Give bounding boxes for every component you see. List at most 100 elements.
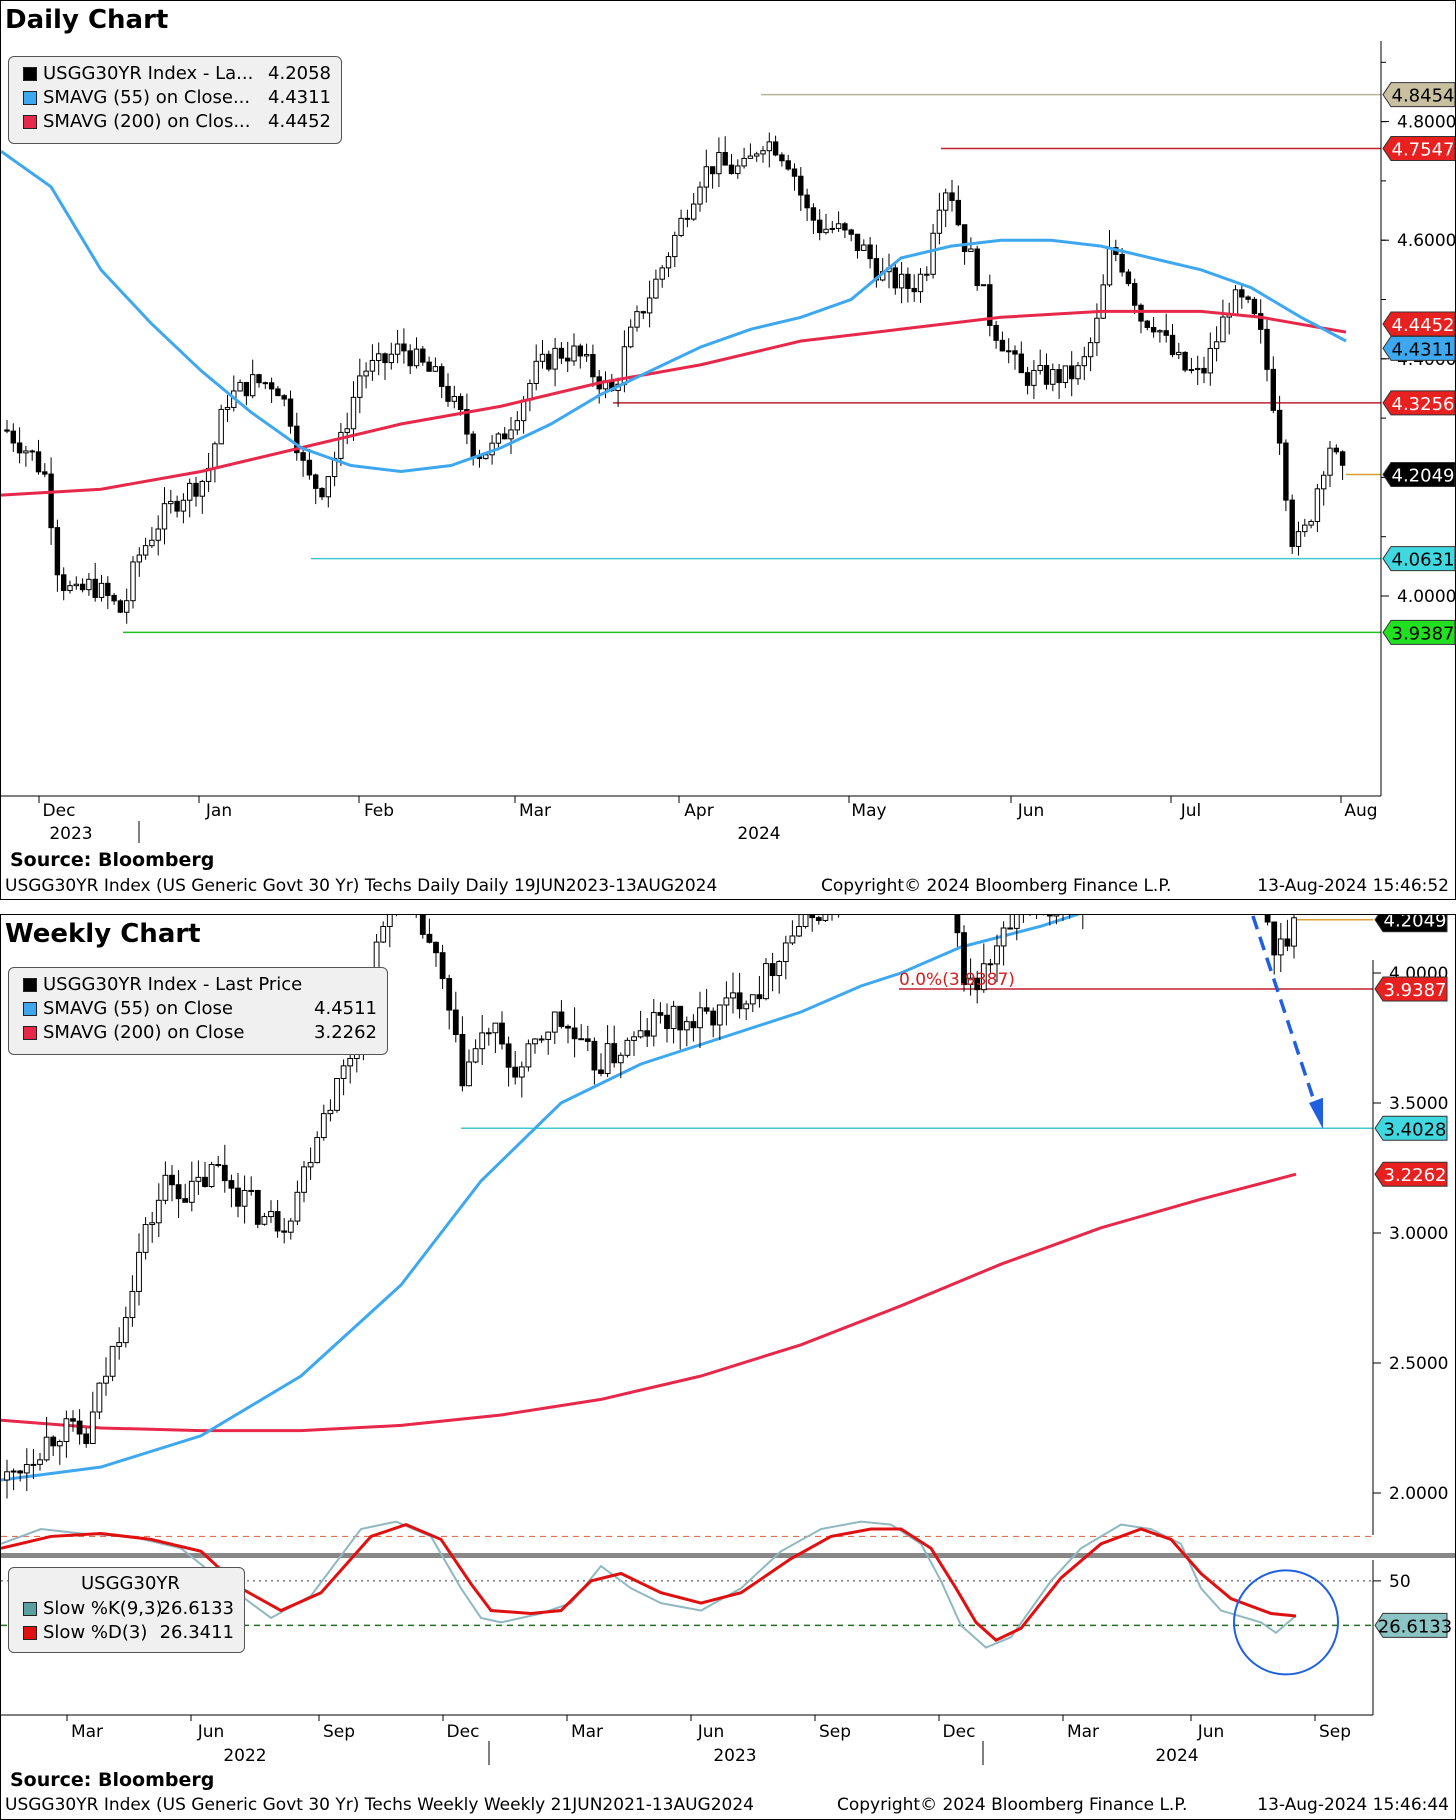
weekly-candle-body [677,1005,684,1031]
daily-candle-body [697,186,703,205]
weekly-candle-body [202,1176,208,1187]
daily-chart-title: Daily Chart [5,5,169,35]
daily-candle-body [426,361,432,372]
daily-candle-body [1138,304,1144,322]
daily-candle-body [665,256,672,269]
weekly-candle-body [802,915,809,927]
daily-ytick-label: 4.6000 [1397,231,1455,251]
daily-candle-body [1132,283,1138,306]
weekly-year-label: 2024 [1155,1746,1198,1766]
daily-month-label: Apr [684,801,713,821]
weekly-candle-body [545,1031,552,1040]
weekly-legend-row-price: USGG30YR Index - Last Price [23,974,302,995]
daily-candle-body [842,223,848,231]
weekly-price-tag-label: 4.2049 [1384,915,1447,932]
weekly-price-tag [1374,915,1448,933]
stochastic-legend-value-d: 26.3411 [159,1622,234,1643]
weekly-candle-body [525,1043,532,1068]
daily-candle-body [514,420,520,431]
weekly-chart-plot: 100.0%(5.1764)76.4%(4.8843)0.0%(3.9387) … [1,915,1455,1766]
daily-candle-body [1100,284,1106,319]
daily-candle-body [659,267,665,280]
weekly-candle-body [485,1032,492,1035]
weekly-candle-body [664,1014,670,1030]
stochastic-legend-row-k: Slow %K(9,3) [23,1598,162,1619]
weekly-candle-body [37,1459,43,1465]
daily-candle-body [23,450,29,454]
daily-candle-body [1119,253,1125,273]
weekly-candle-body [584,1038,591,1042]
daily-candle-body [187,482,193,501]
daily-candle-body [294,425,300,454]
weekly-candle-body [162,1174,169,1201]
weekly-price-tag [1374,976,1448,1002]
weekly-candle-body [624,1039,631,1056]
daily-candle-body [772,141,779,156]
daily-price-tag-label: 4.2049 [1392,465,1455,486]
daily-candle-body [558,347,565,359]
daily-candle-body [1081,356,1087,367]
weekly-candle-body [756,994,763,1000]
weekly-ytick-label: 3.0000 [1389,1224,1448,1244]
daily-candle-body [79,583,86,591]
weekly-month-label: Mar [71,1722,103,1742]
weekly-month-label: Sep [819,1722,851,1742]
stochastic-legend-value-k: 26.6133 [159,1598,234,1619]
daily-candle-body [350,396,357,430]
weekly-candle-body [96,1382,103,1413]
daily-price-tag [1382,82,1455,108]
weekly-candle-body [169,1174,175,1186]
daily-month-label: Dec [43,801,76,821]
daily-candle-body [117,600,124,613]
daily-legend-row-sma200: SMAVG (200) on Clos... [23,111,251,132]
weekly-candle-body [459,1034,466,1087]
daily-month-label: Feb [364,801,394,821]
weekly-candle-body [320,1113,327,1139]
daily-candle-body [653,278,659,299]
weekly-candle-body [1013,915,1020,929]
weekly-candle-body [980,963,987,991]
daily-candle-body [1144,320,1150,328]
daily-candle-body [1302,524,1308,533]
weekly-footer-desc: USGG30YR Index (US Generic Govt 30 Yr) T… [5,1795,754,1815]
daily-candle-body [92,578,98,598]
weekly-candle-body [248,1189,255,1192]
highlight-circle [1233,1569,1339,1676]
weekly-candle-body [426,933,433,943]
weekly-candle-body [215,1163,222,1166]
weekly-candle-body [10,1470,17,1473]
weekly-candle-body [1291,917,1297,947]
daily-candle-body [684,217,691,220]
weekly-candle-body [452,1009,459,1036]
daily-candle-body [810,207,817,221]
weekly-candle-body [340,1065,347,1080]
weekly-candle-body [4,1471,10,1481]
daily-candle-body [1264,328,1270,370]
daily-candle-body [1094,317,1100,344]
weekly-candle-body [221,1164,228,1182]
daily-candle-body [1163,330,1169,336]
daily-candle-body [583,353,590,357]
weekly-candle-body [446,978,453,1011]
weekly-candle-body [433,941,439,954]
weekly-candle-body [195,1176,202,1182]
daily-candle-body [338,431,344,459]
daily-candle-body [993,324,999,341]
weekly-candle-body [617,1054,624,1064]
weekly-candle-body [736,992,743,1010]
weekly-candle-body [188,1180,195,1203]
weekly-candle-body [690,1021,697,1029]
daily-candle-body [1321,474,1327,490]
daily-candle-body [357,375,363,398]
weekly-candle-body [281,1230,288,1233]
daily-candle-body [798,175,804,196]
weekly-candle-body [307,1162,314,1168]
daily-candle-body [237,381,243,392]
daily-price-tag [1382,619,1455,645]
daily-candle-body [369,359,376,372]
daily-candle-body [256,374,262,384]
weekly-candle-body [1053,915,1060,917]
daily-candle-body [1245,296,1251,300]
daily-candle-body [218,408,224,445]
daily-candle-body [943,192,949,211]
